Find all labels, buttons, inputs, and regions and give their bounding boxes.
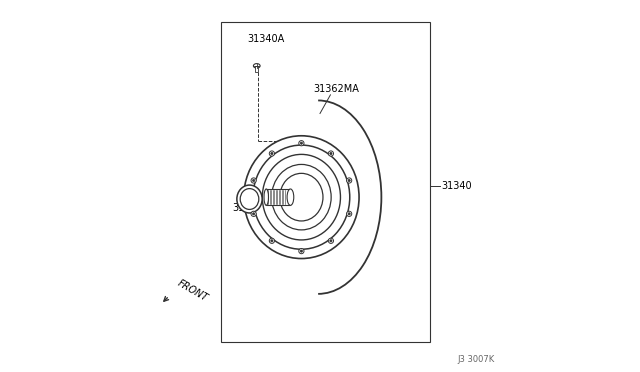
- Bar: [255, 66, 259, 72]
- Bar: [266, 189, 291, 205]
- Text: 31340: 31340: [441, 181, 472, 191]
- Bar: [221, 22, 429, 342]
- Ellipse shape: [271, 164, 331, 230]
- Circle shape: [346, 211, 352, 217]
- Ellipse shape: [264, 189, 268, 205]
- Text: 31340A: 31340A: [248, 34, 285, 44]
- Circle shape: [330, 153, 332, 155]
- Ellipse shape: [237, 185, 262, 213]
- Circle shape: [269, 238, 275, 243]
- Text: 31344: 31344: [232, 203, 263, 213]
- Ellipse shape: [287, 189, 294, 205]
- Circle shape: [299, 248, 304, 254]
- Circle shape: [328, 151, 333, 156]
- Circle shape: [251, 211, 256, 217]
- Ellipse shape: [240, 189, 259, 209]
- Text: FRONT: FRONT: [175, 278, 209, 304]
- Circle shape: [346, 178, 352, 183]
- Circle shape: [253, 179, 255, 182]
- Circle shape: [271, 240, 273, 242]
- Circle shape: [348, 179, 350, 182]
- Text: J3 3007K: J3 3007K: [458, 355, 495, 364]
- Ellipse shape: [262, 154, 340, 240]
- Circle shape: [299, 141, 304, 146]
- Ellipse shape: [280, 173, 323, 221]
- Circle shape: [251, 178, 256, 183]
- Circle shape: [271, 153, 273, 155]
- Ellipse shape: [244, 136, 359, 259]
- Circle shape: [300, 250, 303, 252]
- Circle shape: [348, 213, 350, 215]
- Ellipse shape: [253, 64, 260, 68]
- Circle shape: [328, 238, 333, 243]
- Circle shape: [300, 142, 303, 144]
- Circle shape: [269, 151, 275, 156]
- Ellipse shape: [255, 100, 381, 294]
- Text: 31362MA: 31362MA: [314, 84, 360, 94]
- Circle shape: [330, 240, 332, 242]
- Circle shape: [253, 213, 255, 215]
- Ellipse shape: [253, 145, 349, 249]
